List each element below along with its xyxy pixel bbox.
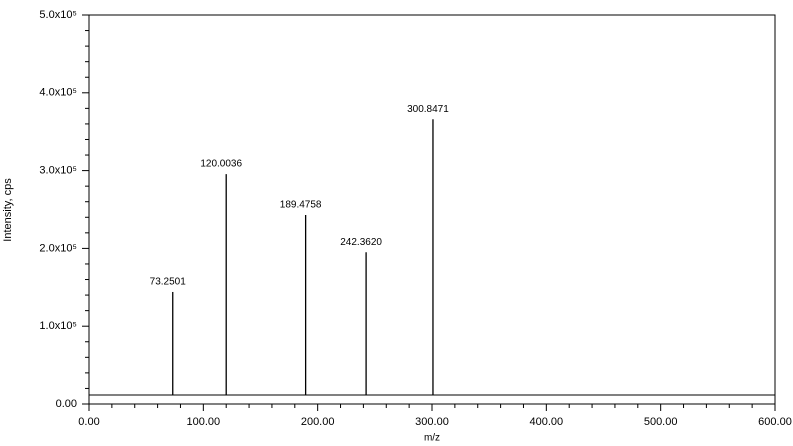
y-axis-label: Intensity, cps [2,178,14,242]
x-tick-label: 200.00 [301,416,335,428]
peak-label: 300.8471 [407,104,449,115]
peak-label: 120.0036 [200,159,242,170]
plot-frame [88,14,776,405]
y-tick-label: 1.0x10⁵ [39,320,77,332]
y-tick-label: 3.0x10⁵ [39,165,77,177]
peak-label: 242.3620 [340,237,382,248]
x-axis-label: m/z [424,433,440,444]
y-tick-label: 0.00 [56,398,77,410]
x-tick-label: 400.00 [530,416,564,428]
y-tick-label: 2.0x10⁵ [39,242,77,254]
x-tick-label: 500.00 [644,416,678,428]
y-tick-label: 5.0x10⁵ [39,9,77,21]
x-tick-label: 300.00 [415,416,449,428]
x-tick-label: 600.00 [758,416,792,428]
x-tick-label: 100.00 [187,416,221,428]
peak-label: 73.2501 [150,277,187,288]
y-tick-label: 4.0x10⁵ [39,87,77,99]
x-tick-label: 0.00 [78,416,99,428]
peak-label: 189.4758 [280,200,322,211]
